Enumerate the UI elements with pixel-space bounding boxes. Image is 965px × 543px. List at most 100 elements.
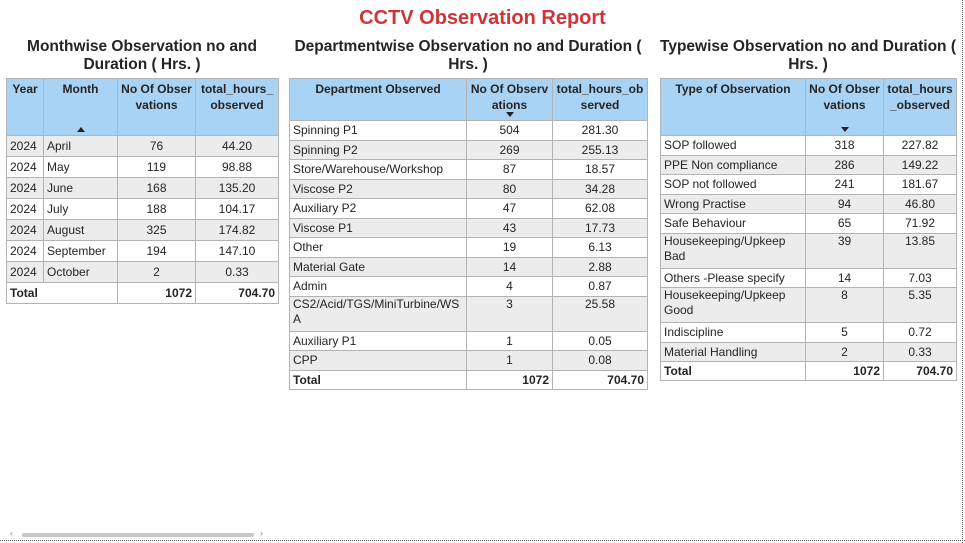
hours-cell: 98.88 — [195, 156, 279, 178]
table-row[interactable]: 2024 July 188 104.17 — [6, 198, 279, 220]
table-row[interactable]: Other 19 6.13 — [289, 237, 648, 258]
table-row[interactable]: 2024 June 168 135.20 — [6, 177, 279, 199]
count-cell: 14 — [805, 267, 884, 288]
hours-cell: 25.58 — [552, 295, 648, 332]
type-cell: Wrong Practise — [660, 193, 806, 214]
count-cell: 168 — [117, 177, 196, 199]
hours-cell: 0.72 — [883, 322, 957, 343]
col-header-count[interactable]: No Of Observations — [805, 78, 884, 136]
sort-ascending-icon — [76, 127, 85, 132]
scroll-left-icon[interactable]: ‹ — [10, 528, 13, 538]
table-row[interactable]: PPE Non compliance 286 149.22 — [660, 154, 957, 175]
table-row[interactable]: Housekeeping/Upkeep Bad 39 13.85 — [660, 232, 957, 269]
hours-cell: 71.92 — [883, 213, 957, 234]
type-cell: Housekeeping/Upkeep Good — [660, 287, 806, 323]
typewise-panel: Typewise Observation no and Duration ( H… — [660, 38, 957, 381]
table-row[interactable]: CS2/Acid/TGS/MiniTurbine/WSA 3 25.58 — [289, 295, 648, 332]
table-row[interactable]: Safe Behaviour 65 71.92 — [660, 213, 957, 234]
col-header-month-label: Month — [62, 82, 99, 96]
col-header-month[interactable]: Month — [43, 78, 118, 136]
report-title: CCTV Observation Report — [359, 7, 606, 29]
hours-cell: 5.35 — [883, 287, 957, 323]
total-hours: 704.70 — [552, 369, 648, 390]
table-row[interactable]: Wrong Practise 94 46.80 — [660, 193, 957, 214]
count-cell: 65 — [805, 213, 884, 234]
table-row[interactable]: Spinning P2 269 255.13 — [289, 139, 648, 160]
horizontal-scrollbar[interactable]: ‹ › — [10, 528, 268, 539]
table-row[interactable]: Store/Warehouse/Workshop 87 18.57 — [289, 159, 648, 180]
type-cell: Indiscipline — [660, 322, 806, 343]
table-row[interactable]: Material Gate 14 2.88 — [289, 256, 648, 277]
total-hours: 704.70 — [195, 282, 279, 304]
type-cell: Housekeeping/Upkeep Bad — [660, 232, 806, 269]
hours-cell: 7.03 — [883, 267, 957, 288]
department-cell: Spinning P2 — [289, 139, 467, 160]
department-cell: Auxiliary P2 — [289, 198, 467, 219]
col-header-year[interactable]: Year — [6, 78, 44, 136]
departmentwise-title: Departmentwise Observation no and Durati… — [294, 38, 642, 73]
count-cell: 4 — [466, 276, 553, 297]
department-cell: Store/Warehouse/Workshop — [289, 159, 467, 180]
table-row[interactable]: Others -Please specify 14 7.03 — [660, 267, 957, 288]
col-header-hours[interactable]: total_hours_observed — [552, 78, 648, 121]
table-row[interactable]: Viscose P2 80 34.28 — [289, 178, 648, 199]
department-cell: CS2/Acid/TGS/MiniTurbine/WSA — [289, 295, 467, 332]
hours-cell: 0.33 — [883, 341, 957, 362]
type-cell: Safe Behaviour — [660, 213, 806, 234]
table-row[interactable]: Auxiliary P2 47 62.08 — [289, 198, 648, 219]
table-row[interactable]: 2024 April 76 44.20 — [6, 135, 279, 157]
scroll-right-icon[interactable]: › — [260, 528, 263, 538]
month-cell: May — [43, 156, 118, 178]
count-cell: 76 — [117, 135, 196, 157]
year-cell: 2024 — [6, 261, 44, 283]
year-cell: 2024 — [6, 156, 44, 178]
table-row[interactable]: Material Handling 2 0.33 — [660, 341, 957, 362]
hours-cell: 0.33 — [195, 261, 279, 283]
table-row[interactable]: 2024 May 119 98.88 — [6, 156, 279, 178]
table-row[interactable]: 2024 October 2 0.33 — [6, 261, 279, 283]
count-cell: 119 — [117, 156, 196, 178]
col-header-count[interactable]: No Of Observations — [466, 78, 553, 121]
col-header-hours[interactable]: total_hours_observed — [883, 78, 957, 136]
hours-cell: 181.67 — [883, 174, 957, 195]
col-header-department[interactable]: Department Observed — [289, 78, 467, 121]
col-header-type[interactable]: Type of Observation — [660, 78, 806, 136]
col-header-count-label: No Of Observations — [470, 82, 549, 112]
hours-cell: 18.57 — [552, 159, 648, 180]
table-row[interactable]: CPP 1 0.08 — [289, 350, 648, 371]
total-hours: 704.70 — [883, 361, 957, 381]
table-row[interactable]: SOP not followed 241 181.67 — [660, 174, 957, 195]
monthwise-title: Monthwise Observation no and Duration ( … — [27, 38, 257, 73]
count-cell: 47 — [466, 198, 553, 219]
hours-cell: 44.20 — [195, 135, 279, 157]
count-cell: 188 — [117, 198, 196, 220]
table-row[interactable]: Spinning P1 504 281.30 — [289, 120, 648, 141]
hours-cell: 6.13 — [552, 237, 648, 258]
department-cell: Spinning P1 — [289, 120, 467, 141]
table-row[interactable]: SOP followed 318 227.82 — [660, 135, 957, 156]
table-row[interactable]: Admin 4 0.87 — [289, 276, 648, 297]
table-row[interactable]: Indiscipline 5 0.72 — [660, 322, 957, 343]
count-cell: 87 — [466, 159, 553, 180]
count-cell: 8 — [805, 287, 884, 323]
total-label: Total — [660, 361, 806, 381]
month-cell: June — [43, 177, 118, 199]
table-row[interactable]: Housekeeping/Upkeep Good 8 5.35 — [660, 287, 957, 323]
hours-cell: 281.30 — [552, 120, 648, 141]
count-cell: 2 — [117, 261, 196, 283]
table-row[interactable]: 2024 September 194 147.10 — [6, 240, 279, 262]
visual-border-right — [962, 0, 963, 543]
table-row[interactable]: 2024 August 325 174.82 — [6, 219, 279, 241]
count-cell: 14 — [466, 256, 553, 277]
year-cell: 2024 — [6, 219, 44, 241]
col-header-hours[interactable]: total_hours_observed — [195, 78, 279, 136]
hours-cell: 2.88 — [552, 256, 648, 277]
hours-cell: 0.87 — [552, 276, 648, 297]
scrollbar-thumb[interactable] — [22, 533, 254, 537]
table-row[interactable]: Auxiliary P1 1 0.05 — [289, 330, 648, 351]
table-row[interactable]: Viscose P1 43 17.73 — [289, 217, 648, 238]
sort-descending-icon — [505, 112, 514, 117]
col-header-count[interactable]: No Of Observations — [117, 78, 196, 136]
department-cell: CPP — [289, 350, 467, 371]
count-cell: 43 — [466, 217, 553, 238]
